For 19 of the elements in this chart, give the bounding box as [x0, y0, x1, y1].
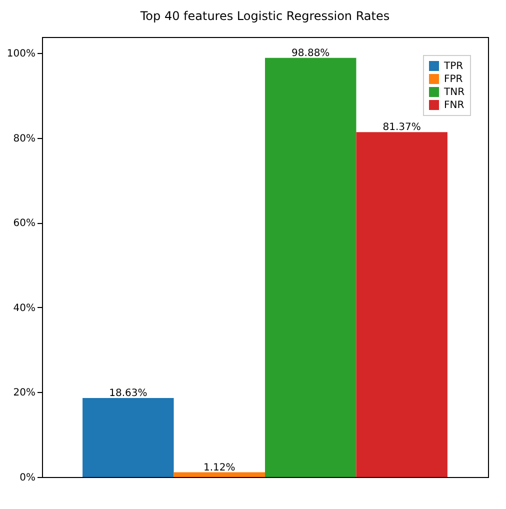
bar — [265, 58, 356, 477]
y-tick-label: 40% — [13, 302, 36, 314]
data-label: 18.63% — [109, 388, 148, 400]
legend-label: FPR — [444, 74, 463, 85]
data-label: 1.12% — [203, 462, 236, 474]
y-tick-label: 20% — [13, 388, 36, 399]
legend-label: TNR — [443, 87, 465, 98]
bar — [82, 398, 174, 477]
chart-title: Top 40 features Logistic Regression Rates — [139, 9, 390, 23]
y-tick-label: 80% — [13, 133, 36, 144]
legend-label: TPR — [443, 61, 464, 72]
bar — [356, 132, 448, 477]
legend-label: FNR — [444, 100, 464, 111]
data-label: 81.37% — [382, 122, 421, 134]
data-label: 98.88% — [292, 48, 330, 59]
y-tick-label: 100% — [6, 48, 36, 60]
bar — [174, 472, 265, 477]
y-tick-label: 0% — [20, 472, 36, 484]
y-tick-label: 60% — [13, 218, 36, 230]
